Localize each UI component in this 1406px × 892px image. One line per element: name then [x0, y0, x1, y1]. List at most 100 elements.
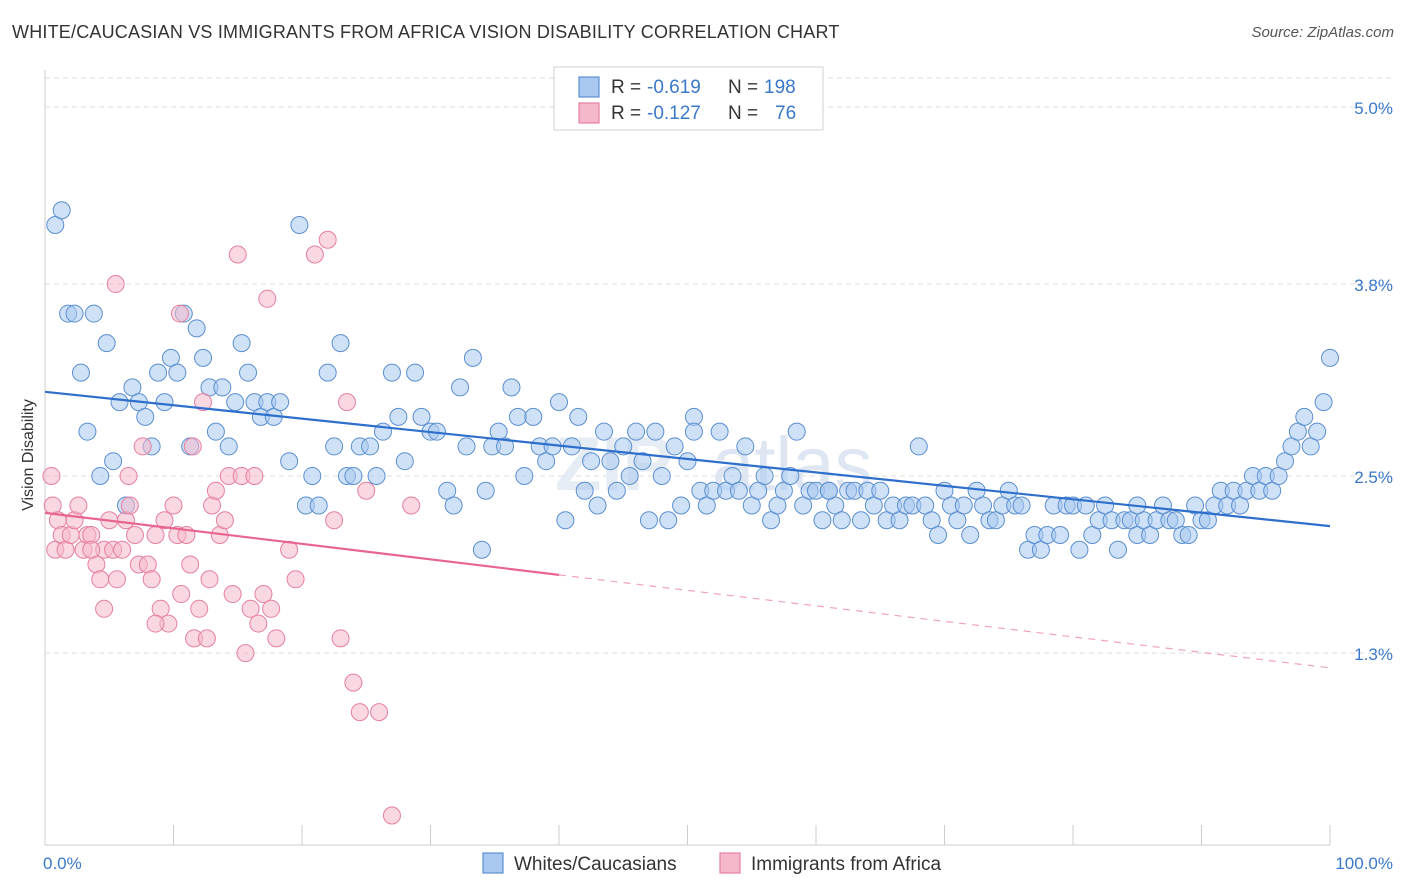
point-whites — [1179, 526, 1198, 544]
axes — [44, 70, 1331, 846]
point-africa — [95, 599, 114, 618]
point-whites — [639, 511, 658, 530]
trend-lines — [44, 390, 1331, 669]
bottom-legend-swatch-blue — [482, 852, 504, 874]
point-whites — [444, 496, 463, 515]
point-whites — [736, 437, 755, 456]
point-whites — [594, 422, 613, 441]
point-whites — [1295, 407, 1314, 426]
point-whites — [620, 466, 639, 485]
point-africa — [215, 511, 234, 530]
point-africa — [318, 230, 337, 249]
point-whites — [787, 422, 806, 441]
point-whites — [569, 407, 588, 426]
point-africa — [286, 570, 305, 589]
point-whites — [646, 422, 665, 441]
y-tick-label: 3.8% — [1354, 276, 1393, 295]
point-whites — [781, 466, 800, 485]
point-whites — [110, 393, 129, 412]
chart-title: WHITE/CAUCASIAN VS IMMIGRANTS FROM AFRIC… — [12, 22, 840, 42]
point-whites — [91, 466, 110, 485]
point-whites — [659, 511, 678, 530]
point-whites — [476, 481, 495, 500]
point-whites — [1314, 393, 1333, 412]
point-africa — [197, 629, 216, 648]
point-whites — [1321, 348, 1339, 367]
point-whites — [168, 363, 187, 382]
point-whites — [325, 437, 344, 456]
point-whites — [813, 511, 832, 530]
y-tick-label: 2.5% — [1354, 468, 1393, 487]
point-whites — [633, 452, 652, 471]
point-whites — [1051, 526, 1070, 544]
point-whites — [710, 422, 729, 441]
point-africa — [42, 466, 61, 485]
point-whites — [961, 526, 980, 544]
point-whites — [155, 393, 174, 412]
legend-n-value-1: 198 — [764, 77, 796, 98]
bottom-legend-swatch-pink — [719, 852, 741, 874]
point-africa — [119, 466, 138, 485]
point-africa — [65, 511, 84, 530]
point-whites — [136, 407, 155, 426]
point-whites — [303, 466, 322, 485]
point-whites — [871, 481, 890, 500]
legend-n-label-2: N = — [728, 103, 758, 124]
y-tick-label: 5.0% — [1354, 99, 1393, 118]
point-whites — [607, 481, 626, 500]
point-africa — [325, 511, 344, 530]
point-africa — [241, 599, 260, 618]
legend: R = -0.619 N = 198 R = -0.127 N = 76 — [553, 66, 824, 131]
point-africa — [350, 703, 369, 722]
trend-line-africa-extrapolated — [558, 574, 1331, 669]
point-africa — [228, 245, 247, 264]
point-africa — [249, 614, 268, 633]
bottom-legend-label-whites: Whites/Caucasians — [514, 854, 677, 875]
point-whites — [582, 452, 601, 471]
y-axis-label: Vision Disability — [20, 399, 37, 511]
point-africa — [125, 526, 144, 544]
tick-labels: 1.3% 2.5% 3.8% 5.0% 0.0% 100.0% — [43, 99, 1393, 873]
point-africa — [370, 703, 389, 722]
point-whites — [239, 363, 258, 382]
point-africa — [357, 481, 376, 500]
point-whites — [954, 496, 973, 515]
point-whites — [389, 407, 408, 426]
point-whites — [575, 481, 594, 500]
point-africa — [200, 570, 219, 589]
point-whites — [627, 422, 646, 441]
point-africa — [138, 555, 157, 574]
legend-r-label-2: R = — [611, 103, 641, 124]
point-africa — [170, 304, 189, 323]
point-africa — [254, 585, 273, 604]
point-whites — [672, 496, 691, 515]
point-africa — [183, 437, 202, 456]
point-whites — [149, 363, 168, 382]
point-whites — [1012, 496, 1031, 515]
point-whites — [463, 348, 482, 367]
point-whites — [344, 466, 363, 485]
point-africa — [223, 585, 242, 604]
point-whites — [451, 378, 470, 397]
point-africa — [61, 526, 80, 544]
point-africa — [164, 496, 183, 515]
point-africa — [267, 629, 286, 648]
point-whites — [361, 437, 380, 456]
point-whites — [909, 437, 928, 456]
point-whites — [508, 407, 527, 426]
x-tick-label-min: 0.0% — [43, 854, 82, 873]
trend-line-whites — [44, 390, 1331, 528]
point-africa — [69, 496, 88, 515]
point-whites — [524, 407, 543, 426]
point-africa — [203, 496, 222, 515]
point-whites — [290, 216, 309, 234]
point-whites — [331, 334, 350, 353]
point-africa — [142, 570, 161, 589]
legend-r-value-1: -0.619 — [647, 77, 701, 98]
point-africa — [190, 599, 209, 618]
point-whites — [819, 481, 838, 500]
point-whites — [1308, 422, 1327, 441]
point-africa — [133, 437, 152, 456]
point-whites — [104, 452, 123, 471]
